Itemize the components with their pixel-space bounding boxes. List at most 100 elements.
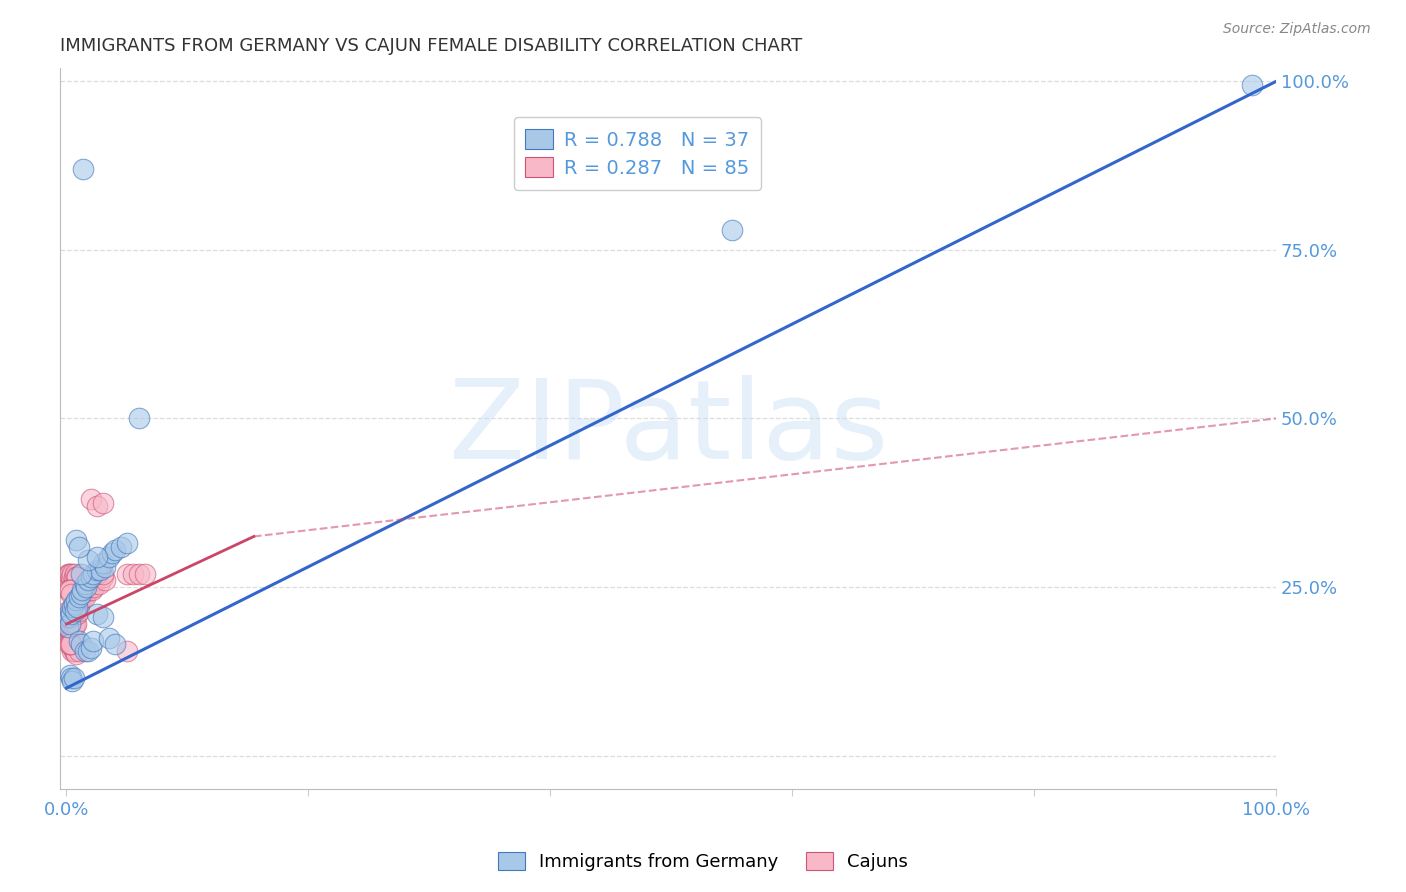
Point [56, 634, 79, 648]
Point [1240, 78, 1263, 92]
Point [63, 604, 86, 618]
Text: Source: ZipAtlas.com: Source: ZipAtlas.com [1223, 22, 1371, 37]
Point [91, 496, 114, 510]
Point [720, 223, 742, 237]
Point [79, 583, 101, 598]
Point [65, 533, 87, 547]
Point [60, 607, 83, 621]
Point [60, 631, 83, 645]
Point [62, 600, 84, 615]
Point [59, 624, 82, 638]
Point [69, 593, 91, 607]
Point [83, 580, 105, 594]
Point [63, 617, 86, 632]
Point [67, 644, 90, 658]
Point [62, 671, 84, 685]
Point [94, 559, 117, 574]
Point [59, 617, 82, 632]
Point [79, 492, 101, 507]
Point [58, 566, 80, 581]
Point [59, 604, 82, 618]
Point [97, 631, 120, 645]
Point [56, 620, 79, 634]
Point [65, 597, 87, 611]
Point [86, 563, 108, 577]
Point [82, 634, 104, 648]
Legend: Immigrants from Germany, Cajuns: Immigrants from Germany, Cajuns [491, 846, 915, 879]
Point [65, 570, 87, 584]
Point [66, 600, 89, 615]
Point [79, 570, 101, 584]
Point [67, 590, 90, 604]
Point [115, 536, 138, 550]
Point [62, 631, 84, 645]
Point [77, 574, 100, 588]
Point [72, 590, 94, 604]
Point [101, 546, 124, 560]
Point [63, 607, 86, 621]
Point [62, 566, 84, 581]
Point [70, 583, 93, 598]
Point [77, 580, 100, 594]
Point [62, 620, 84, 634]
Point [70, 566, 93, 581]
Point [59, 617, 82, 632]
Point [65, 648, 87, 662]
Legend: R = 0.788   N = 37, R = 0.287   N = 85: R = 0.788 N = 37, R = 0.287 N = 85 [513, 118, 761, 189]
Point [82, 566, 104, 581]
Point [67, 540, 90, 554]
Point [70, 637, 93, 651]
Point [62, 610, 84, 624]
Point [86, 566, 108, 581]
Point [58, 631, 80, 645]
Point [56, 566, 79, 581]
Point [62, 597, 84, 611]
Point [62, 620, 84, 634]
Point [59, 667, 82, 681]
Point [65, 593, 87, 607]
Point [82, 576, 104, 591]
Point [59, 631, 82, 645]
Point [66, 570, 89, 584]
Point [56, 610, 79, 624]
Point [58, 607, 80, 621]
Point [63, 600, 86, 615]
Point [73, 576, 96, 591]
Point [59, 610, 82, 624]
Point [67, 634, 90, 648]
Point [104, 637, 127, 651]
Point [91, 557, 114, 571]
Point [62, 674, 84, 689]
Point [58, 583, 80, 598]
Point [77, 553, 100, 567]
Point [65, 617, 87, 632]
Point [73, 583, 96, 598]
Point [104, 543, 127, 558]
Point [75, 580, 97, 594]
Point [62, 570, 84, 584]
Point [75, 583, 97, 598]
Point [59, 566, 82, 581]
Point [62, 614, 84, 628]
Point [56, 583, 79, 598]
Point [86, 499, 108, 513]
Point [97, 549, 120, 564]
Point [62, 644, 84, 658]
Point [59, 637, 82, 651]
Point [65, 607, 87, 621]
Point [115, 566, 138, 581]
Point [60, 624, 83, 638]
Point [58, 624, 80, 638]
Point [79, 580, 101, 594]
Point [56, 604, 79, 618]
Point [56, 620, 79, 634]
Point [67, 604, 90, 618]
Point [72, 162, 94, 177]
Point [60, 637, 83, 651]
Point [70, 587, 93, 601]
Point [91, 566, 114, 581]
Point [60, 617, 83, 632]
Point [58, 614, 80, 628]
Point [91, 610, 114, 624]
Point [66, 600, 89, 615]
